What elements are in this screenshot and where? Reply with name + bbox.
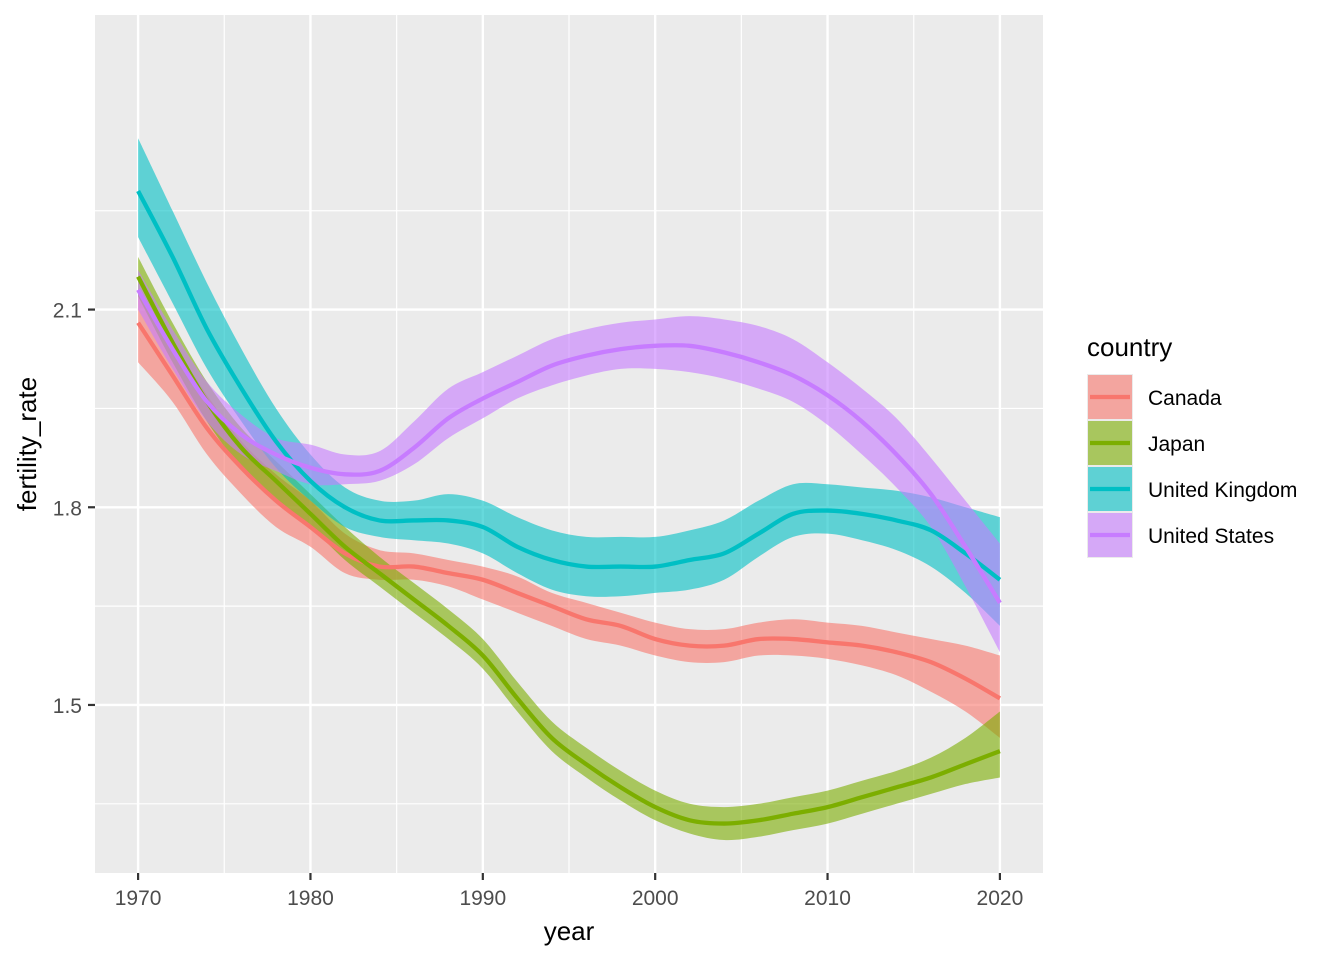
legend-label: Canada [1148,387,1222,410]
x-tick-label: 1970 [115,887,162,910]
confidence-band-united-kingdom [138,138,1000,626]
x-tick-label: 1980 [287,887,334,910]
legend-label: United States [1148,525,1274,548]
x-tick-label: 2010 [804,887,851,910]
legend-label: United Kingdom [1148,479,1297,502]
major-gridlines [95,15,1043,873]
series-lines [136,189,1002,826]
legend-title: country [1087,332,1172,362]
y-tick-label: 2.1 [53,300,82,323]
y-tick-label: 1.5 [53,695,82,718]
legend-item-united-states: United States [1087,512,1274,558]
legend-item-japan: Japan [1087,420,1205,466]
y-axis-ticks: 1.5 1.8 2.1 [53,300,95,718]
x-tick-label: 1990 [459,887,506,910]
x-axis-label: year [544,916,595,946]
x-axis-ticks: 1970 1980 1990 2000 2010 2020 [115,873,1024,910]
x-tick-label: 2000 [632,887,679,910]
legend: country Canada Japan United Kingdom United … [1087,332,1297,558]
y-axis-label: fertility_rate [12,377,42,511]
legend-item-united-kingdom: United Kingdom [1087,466,1297,512]
series-line-japan [136,275,1001,826]
x-tick-label: 2020 [977,887,1024,910]
confidence-band-canada [138,289,1000,738]
confidence-band-united-states [138,270,1000,653]
series-line-united-states [136,288,1002,604]
series-line-united-kingdom [136,189,1002,582]
legend-label: Japan [1148,433,1205,456]
y-tick-label: 1.8 [53,497,82,520]
series-line-canada [136,321,1001,701]
legend-item-canada: Canada [1087,374,1222,420]
